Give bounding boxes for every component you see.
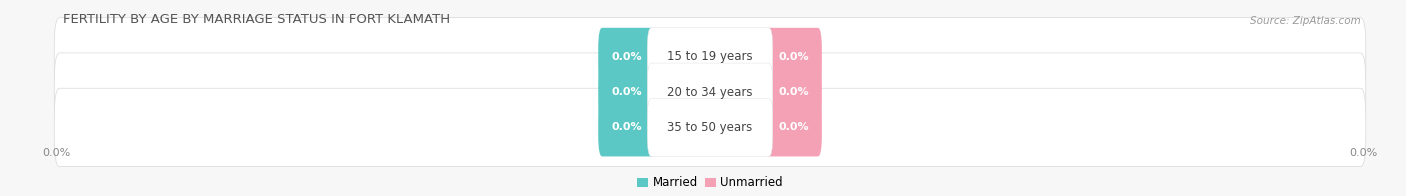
FancyBboxPatch shape [598, 28, 655, 86]
Text: 15 to 19 years: 15 to 19 years [668, 50, 752, 63]
Text: 35 to 50 years: 35 to 50 years [668, 121, 752, 134]
FancyBboxPatch shape [647, 28, 773, 86]
FancyBboxPatch shape [765, 98, 823, 156]
FancyBboxPatch shape [598, 98, 655, 156]
Text: 0.0%: 0.0% [778, 122, 808, 132]
Text: 0.0%: 0.0% [778, 52, 808, 62]
FancyBboxPatch shape [55, 53, 1365, 131]
Text: 0.0%: 0.0% [612, 122, 643, 132]
FancyBboxPatch shape [55, 18, 1365, 96]
Text: 0.0%: 0.0% [778, 87, 808, 97]
Text: FERTILITY BY AGE BY MARRIAGE STATUS IN FORT KLAMATH: FERTILITY BY AGE BY MARRIAGE STATUS IN F… [63, 14, 450, 26]
Text: 0.0%: 0.0% [612, 52, 643, 62]
FancyBboxPatch shape [55, 88, 1365, 167]
FancyBboxPatch shape [765, 28, 823, 86]
Text: 20 to 34 years: 20 to 34 years [668, 86, 752, 99]
Legend: Married, Unmarried: Married, Unmarried [633, 172, 787, 194]
FancyBboxPatch shape [647, 63, 773, 121]
FancyBboxPatch shape [765, 63, 823, 121]
Text: 0.0%: 0.0% [612, 87, 643, 97]
FancyBboxPatch shape [647, 98, 773, 156]
FancyBboxPatch shape [598, 63, 655, 121]
Text: Source: ZipAtlas.com: Source: ZipAtlas.com [1250, 16, 1361, 26]
